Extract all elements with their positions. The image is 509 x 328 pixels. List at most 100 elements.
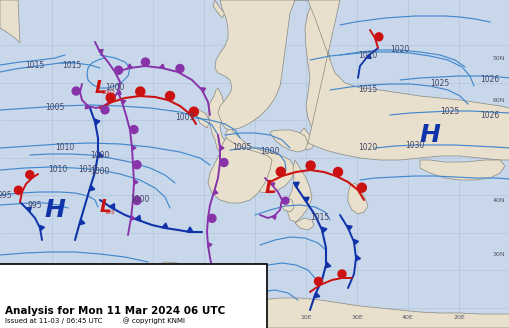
Text: 1010: 1010 bbox=[55, 142, 74, 152]
Text: 60N: 60N bbox=[492, 97, 504, 102]
Circle shape bbox=[26, 171, 34, 179]
Polygon shape bbox=[40, 225, 44, 231]
Circle shape bbox=[281, 197, 289, 204]
Polygon shape bbox=[347, 183, 367, 214]
Polygon shape bbox=[419, 160, 504, 180]
Polygon shape bbox=[321, 227, 326, 233]
Circle shape bbox=[72, 87, 80, 95]
Polygon shape bbox=[187, 227, 192, 232]
Circle shape bbox=[14, 186, 22, 194]
Polygon shape bbox=[159, 64, 164, 69]
Circle shape bbox=[276, 167, 285, 176]
Polygon shape bbox=[271, 215, 275, 219]
Polygon shape bbox=[98, 50, 103, 54]
Polygon shape bbox=[294, 218, 314, 230]
Circle shape bbox=[130, 126, 138, 133]
Text: H: H bbox=[134, 273, 155, 297]
Text: 1005: 1005 bbox=[232, 144, 251, 153]
Polygon shape bbox=[79, 219, 84, 225]
Circle shape bbox=[305, 161, 315, 170]
Text: 1000: 1000 bbox=[90, 151, 109, 159]
Polygon shape bbox=[230, 298, 509, 328]
Text: 40E: 40E bbox=[401, 315, 413, 320]
Polygon shape bbox=[94, 119, 100, 125]
Text: 1010: 1010 bbox=[48, 166, 68, 174]
Text: 1025: 1025 bbox=[430, 79, 449, 89]
Text: 30N: 30N bbox=[491, 253, 504, 257]
Polygon shape bbox=[89, 185, 95, 191]
Polygon shape bbox=[121, 100, 126, 104]
Circle shape bbox=[337, 270, 345, 278]
Text: 1015: 1015 bbox=[310, 214, 329, 222]
Text: L: L bbox=[264, 179, 275, 197]
Polygon shape bbox=[208, 88, 225, 153]
Polygon shape bbox=[219, 146, 223, 151]
Text: L: L bbox=[99, 198, 110, 216]
Polygon shape bbox=[270, 183, 274, 187]
Text: 1000: 1000 bbox=[90, 168, 109, 176]
Text: 1025: 1025 bbox=[439, 108, 459, 116]
Circle shape bbox=[101, 106, 109, 114]
Polygon shape bbox=[132, 146, 136, 151]
Text: 1005: 1005 bbox=[45, 104, 65, 113]
Text: 1000: 1000 bbox=[260, 148, 279, 156]
Circle shape bbox=[333, 168, 342, 176]
Text: 1000: 1000 bbox=[130, 195, 150, 204]
Text: 1002: 1002 bbox=[101, 90, 115, 95]
Polygon shape bbox=[287, 160, 312, 222]
Text: 1030: 1030 bbox=[405, 140, 424, 150]
Text: H: H bbox=[419, 123, 440, 147]
Polygon shape bbox=[133, 180, 138, 184]
Text: 40N: 40N bbox=[491, 197, 504, 202]
Circle shape bbox=[189, 107, 198, 116]
Circle shape bbox=[213, 266, 220, 274]
Text: 30E: 30E bbox=[350, 315, 362, 320]
Polygon shape bbox=[366, 54, 371, 58]
Circle shape bbox=[314, 277, 322, 285]
Circle shape bbox=[133, 161, 140, 169]
Text: 20E: 20E bbox=[452, 315, 464, 320]
Text: 1026: 1026 bbox=[479, 75, 499, 85]
Polygon shape bbox=[85, 104, 90, 109]
Text: 1020: 1020 bbox=[389, 46, 409, 54]
Text: 20W: 20W bbox=[146, 315, 160, 320]
Polygon shape bbox=[304, 0, 340, 146]
Circle shape bbox=[165, 92, 174, 100]
Polygon shape bbox=[208, 138, 271, 203]
Text: Analysis for Mon 11 Mar 2024 06 UTC: Analysis for Mon 11 Mar 2024 06 UTC bbox=[5, 306, 225, 316]
Polygon shape bbox=[207, 243, 212, 247]
Polygon shape bbox=[213, 190, 217, 194]
Text: 1015: 1015 bbox=[62, 60, 81, 70]
Circle shape bbox=[141, 58, 149, 66]
Text: 0: 0 bbox=[252, 315, 257, 320]
Text: 10E: 10E bbox=[300, 315, 311, 320]
Polygon shape bbox=[314, 292, 319, 298]
Text: 995: 995 bbox=[104, 210, 115, 215]
Polygon shape bbox=[127, 64, 132, 68]
Polygon shape bbox=[0, 0, 20, 43]
Polygon shape bbox=[195, 110, 210, 128]
Text: L: L bbox=[94, 79, 105, 97]
Circle shape bbox=[176, 65, 184, 72]
Polygon shape bbox=[355, 255, 360, 261]
Text: 1010: 1010 bbox=[78, 166, 97, 174]
Polygon shape bbox=[109, 204, 115, 209]
Polygon shape bbox=[293, 182, 299, 188]
Circle shape bbox=[135, 87, 145, 96]
Text: 995: 995 bbox=[0, 191, 12, 199]
Polygon shape bbox=[279, 198, 293, 212]
Polygon shape bbox=[135, 215, 140, 221]
Circle shape bbox=[133, 196, 140, 204]
Text: 1015: 1015 bbox=[25, 60, 45, 70]
Polygon shape bbox=[298, 128, 315, 150]
Polygon shape bbox=[346, 226, 351, 231]
Text: 50N: 50N bbox=[492, 55, 504, 60]
Circle shape bbox=[357, 183, 365, 192]
Polygon shape bbox=[213, 0, 224, 18]
Text: 10W: 10W bbox=[196, 315, 211, 320]
Polygon shape bbox=[325, 262, 330, 268]
Circle shape bbox=[115, 66, 122, 74]
Polygon shape bbox=[97, 152, 103, 158]
Text: H: H bbox=[44, 198, 65, 222]
Circle shape bbox=[106, 93, 115, 102]
